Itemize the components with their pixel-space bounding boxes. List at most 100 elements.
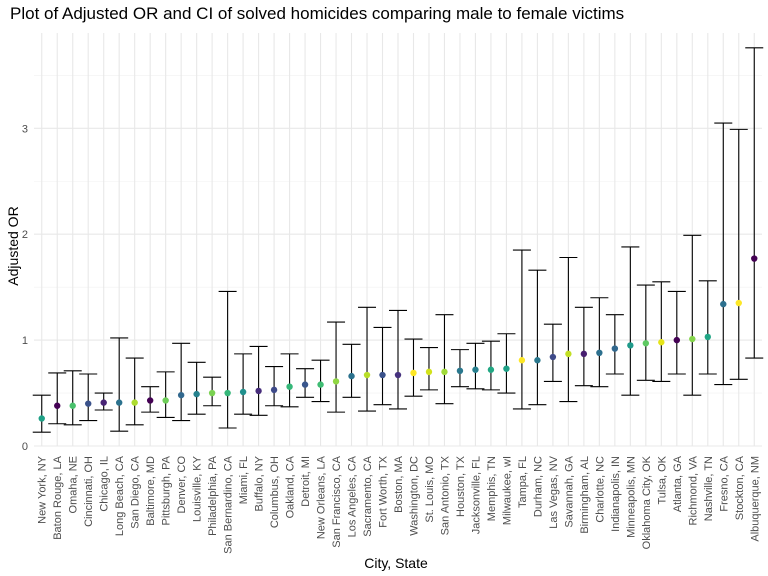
x-tick-label: Los Angeles, CA bbox=[347, 455, 359, 537]
data-point bbox=[673, 336, 681, 344]
data-point bbox=[720, 300, 727, 308]
x-tick-label: Baton Rouge, LA bbox=[52, 455, 64, 539]
data-point bbox=[224, 389, 231, 397]
data-point bbox=[751, 255, 758, 262]
x-tick-label: Philadelphia, PA bbox=[207, 455, 219, 536]
x-tick-label: Baltimore, MD bbox=[145, 456, 157, 526]
x-tick-label: Oakland, CA bbox=[285, 455, 297, 518]
data-point bbox=[85, 400, 92, 407]
x-tick-label: Denver, CO bbox=[176, 456, 188, 514]
chart-title: Plot of Adjusted OR and CI of solved hom… bbox=[10, 4, 625, 23]
data-point bbox=[301, 381, 309, 388]
x-tick-label: Charlotte, NC bbox=[594, 456, 606, 523]
x-tick-label: Tampa, FL bbox=[517, 456, 529, 508]
x-tick-label: Nashville, TN bbox=[703, 456, 715, 521]
data-point bbox=[689, 335, 696, 343]
data-point bbox=[642, 340, 650, 347]
data-point bbox=[239, 388, 247, 396]
data-point bbox=[131, 399, 138, 406]
data-point bbox=[208, 389, 216, 397]
x-tick-label: Columbus, OH bbox=[269, 456, 281, 528]
x-tick-label: Atlanta, GA bbox=[672, 455, 684, 512]
data-point bbox=[580, 350, 588, 358]
error-bars bbox=[32, 47, 764, 433]
data-point bbox=[332, 378, 340, 385]
x-tick-label: Omaha, NE bbox=[68, 456, 80, 513]
x-tick-label: Fort Worth, TX bbox=[378, 455, 390, 527]
data-point bbox=[487, 366, 495, 373]
data-point bbox=[441, 368, 448, 376]
data-point bbox=[255, 387, 262, 395]
x-tick-label: Miami, FL bbox=[238, 456, 250, 504]
x-tick-label: Milwaukee, wI bbox=[501, 456, 513, 525]
data-point bbox=[69, 402, 76, 409]
data-point bbox=[611, 345, 619, 352]
data-point bbox=[348, 372, 355, 380]
x-tick-label: Houston, TX bbox=[455, 455, 467, 517]
data-point bbox=[115, 399, 123, 406]
x-tick-label: Fresno, CA bbox=[718, 455, 730, 511]
x-tick-label: Chicago, IL bbox=[99, 456, 111, 512]
y-tick-label: 0 bbox=[22, 441, 28, 453]
data-point bbox=[410, 369, 417, 377]
x-tick-label: San Bernardino, CA bbox=[223, 455, 235, 553]
x-tick-label: Long Beach, CA bbox=[114, 455, 126, 536]
x-tick-label: Durham, NC bbox=[532, 456, 544, 517]
x-tick-label: San Diego, CA bbox=[130, 455, 142, 528]
x-tick-label: Buffalo, NY bbox=[254, 455, 266, 511]
y-tick-label: 1 bbox=[22, 335, 28, 347]
data-point bbox=[425, 368, 433, 376]
data-point bbox=[317, 381, 324, 388]
x-tick-label: Detroit, MI bbox=[300, 456, 312, 507]
data-point bbox=[54, 402, 61, 409]
x-tick-label: New York, NY bbox=[37, 455, 49, 524]
y-tick-labels: 0 1 2 3 bbox=[22, 123, 28, 453]
y-axis-title: Adjusted OR bbox=[5, 206, 21, 285]
x-tick-label: Oklahoma City, OK bbox=[641, 455, 653, 549]
data-point bbox=[503, 365, 510, 372]
data-point bbox=[704, 333, 711, 341]
data-point bbox=[286, 383, 293, 390]
x-tick-label: San Antonio, TX bbox=[439, 455, 451, 535]
x-tick-label: Richmond, VA bbox=[687, 455, 699, 525]
x-tick-label: Jacksonville, FL bbox=[470, 456, 482, 534]
x-tick-label: San Francisco, CA bbox=[331, 455, 343, 547]
x-tick-label: Memphis, TN bbox=[486, 456, 498, 521]
data-point bbox=[193, 390, 200, 398]
x-tick-label: Tulsa, OK bbox=[656, 455, 668, 504]
x-axis-title: City, State bbox=[364, 555, 428, 571]
data-point bbox=[162, 397, 169, 404]
x-tick-label: New Orleans, LA bbox=[316, 455, 328, 539]
x-tick-label: Minneapolis, MN bbox=[625, 456, 637, 538]
data-point bbox=[456, 367, 464, 375]
x-tick-label: Washington, DC bbox=[408, 456, 420, 536]
y-tick-label: 3 bbox=[22, 123, 28, 135]
x-tick-label: Louisville, KY bbox=[192, 455, 204, 522]
data-point bbox=[270, 386, 278, 394]
data-points bbox=[38, 255, 758, 422]
data-point bbox=[565, 350, 572, 358]
data-point bbox=[549, 353, 557, 361]
data-point bbox=[38, 415, 45, 422]
x-tick-label: Stockton, CA bbox=[734, 455, 746, 520]
x-tick-label: Pittsburgh, PA bbox=[161, 455, 173, 525]
data-point bbox=[735, 299, 742, 307]
x-tick-label: St. Louis, MO bbox=[424, 456, 436, 523]
x-tick-label: Boston, MA bbox=[393, 455, 405, 513]
y-tick-label: 2 bbox=[22, 229, 28, 241]
x-tick-labels: New York, NY Baton Rouge, LA Omaha, NE Cinc… bbox=[37, 455, 762, 554]
x-tick-label: Sacramento, CA bbox=[362, 455, 374, 536]
x-tick-label: Las Vegas, NV bbox=[548, 455, 560, 528]
data-point bbox=[100, 399, 107, 406]
data-point bbox=[518, 357, 526, 364]
data-point bbox=[177, 391, 185, 399]
x-tick-label: Savannah, GA bbox=[563, 455, 575, 527]
data-point bbox=[146, 397, 154, 404]
x-tick-label: Albuquerque, NM bbox=[749, 456, 761, 542]
data-point bbox=[379, 371, 386, 379]
data-point bbox=[363, 371, 371, 379]
data-point bbox=[394, 371, 402, 379]
data-point bbox=[596, 349, 603, 357]
data-point bbox=[534, 357, 541, 364]
